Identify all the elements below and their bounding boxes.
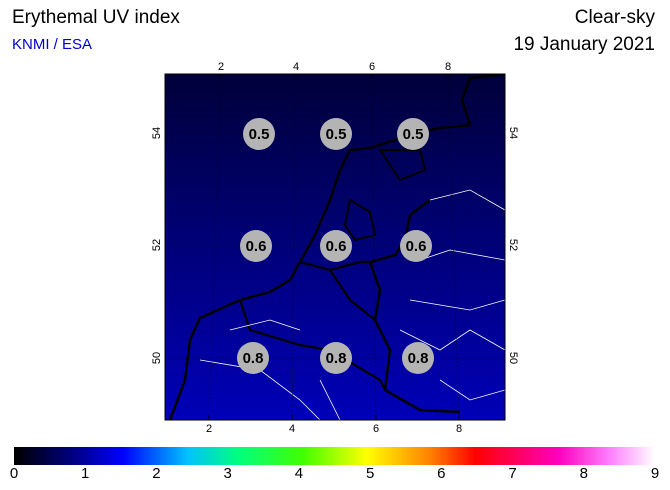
value-marker (320, 342, 352, 374)
colorbar-tick-label: 1 (81, 465, 89, 482)
colorbar (14, 447, 655, 465)
colorbar-tick-label: 3 (223, 465, 231, 482)
coastline (168, 74, 505, 420)
colorbar-tick-label: 2 (152, 465, 160, 482)
lon-tick-label: 2 (206, 423, 212, 435)
grid-line (447, 73, 460, 421)
lat-tick-label: 54 (151, 127, 163, 139)
uv-value: 0.5 (403, 126, 424, 143)
lon-tick-label: 4 (289, 423, 295, 435)
colorbar-tick-label: 4 (295, 465, 303, 482)
lat-tick-label: 50 (151, 352, 163, 364)
lat-tick-label: 52 (151, 239, 163, 251)
inland-water (343, 149, 427, 242)
uv-value: 0.8 (326, 350, 347, 367)
grid-line (208, 73, 222, 421)
uv-value: 0.6 (246, 238, 267, 255)
colorbar-tick-label: 5 (366, 465, 374, 482)
condition: Clear-sky (575, 7, 656, 28)
border (368, 199, 461, 414)
colorbar-tick-label: 0 (10, 465, 18, 482)
value-marker (320, 230, 352, 262)
lon-tick-label: 2 (218, 61, 224, 73)
colorbar-tick-label: 9 (651, 465, 659, 482)
uv-value: 0.6 (406, 238, 427, 255)
border (238, 260, 386, 391)
map-features (168, 74, 505, 420)
lat-tick-label: 52 (507, 239, 519, 251)
colorbar-tick-label: 8 (580, 465, 588, 482)
value-marker (243, 118, 275, 150)
date: 19 January 2021 (513, 34, 655, 55)
uv-value: 0.8 (408, 350, 429, 367)
rivers (199, 189, 505, 420)
lon-tick-label: 6 (369, 61, 375, 73)
map-frame (164, 73, 506, 421)
value-marker (320, 118, 352, 150)
title: Erythemal UV index (12, 7, 180, 28)
lon-tick-label: 6 (373, 423, 379, 435)
uv-value: 0.6 (326, 238, 347, 255)
lat-tick-label: 54 (507, 127, 519, 139)
uv-value: 0.8 (243, 350, 264, 367)
value-marker (240, 230, 272, 262)
lon-tick-label: 4 (293, 61, 299, 73)
value-marker (237, 342, 269, 374)
grid-line (371, 73, 377, 421)
lat-tick-label: 50 (507, 352, 519, 364)
colorbar-tick-label: 6 (437, 465, 445, 482)
uv-value: 0.5 (249, 126, 270, 143)
value-marker (397, 118, 429, 150)
value-marker (402, 342, 434, 374)
lon-tick-label: 8 (445, 61, 451, 73)
uv-value: 0.5 (326, 126, 347, 143)
grid-line (291, 73, 297, 421)
lon-tick-label: 8 (456, 423, 462, 435)
colorbar-tick-label: 7 (508, 465, 516, 482)
value-marker (400, 230, 432, 262)
source: KNMI / ESA (12, 36, 92, 53)
